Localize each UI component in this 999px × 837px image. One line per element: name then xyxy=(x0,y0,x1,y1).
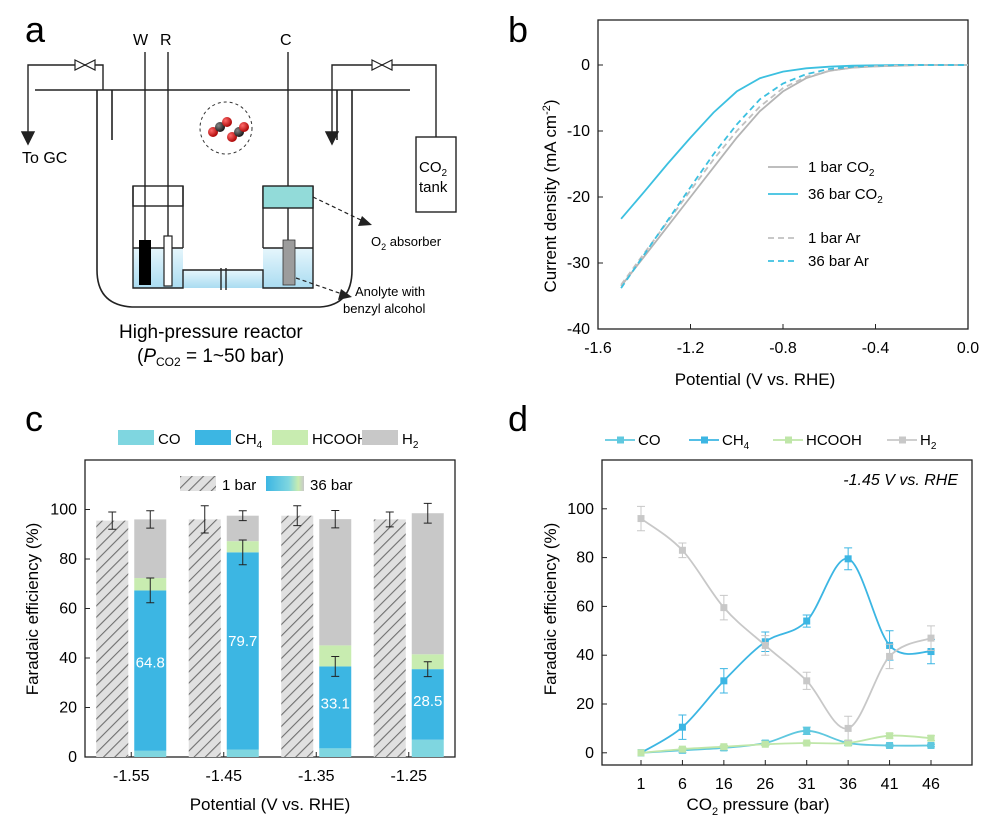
callout-arrows xyxy=(295,196,366,296)
electrode-wires xyxy=(144,52,289,240)
o2-absorber-layer xyxy=(262,185,314,209)
gas-outlet-line xyxy=(20,64,104,146)
co2-tank-label-2: tank xyxy=(419,179,448,196)
co2-tank-label: CO2 xyxy=(419,159,448,179)
anolyte-label: Anolyte with xyxy=(355,284,425,299)
to-gc-label: To GC xyxy=(22,150,67,167)
reference-electrode xyxy=(163,235,173,287)
pressure-range: (PCO2 = 1~50 bar) xyxy=(137,346,284,369)
working-electrode xyxy=(139,240,151,285)
anolyte-label-2: benzyl alcohol xyxy=(343,301,425,316)
h-cell xyxy=(132,185,314,290)
electrode-c-label: C xyxy=(280,32,292,49)
o2-absorber-label: O2 absorber xyxy=(371,234,442,252)
reactor-title: High-pressure reactor xyxy=(119,322,303,343)
co2-tank xyxy=(415,136,457,213)
co2-molecule-icon xyxy=(199,101,253,155)
co2-inlet-line xyxy=(324,64,437,146)
electrode-w-label: W xyxy=(133,32,149,49)
arrowhead-icon xyxy=(358,216,372,226)
arrowhead-icon xyxy=(338,289,352,300)
counter-electrode xyxy=(282,239,296,286)
reactor-vessel xyxy=(35,89,410,308)
panel-a-letter: a xyxy=(25,9,46,50)
electrode-r-label: R xyxy=(160,32,172,49)
valve-right-icon xyxy=(371,59,393,71)
valve-left-icon xyxy=(74,59,96,71)
